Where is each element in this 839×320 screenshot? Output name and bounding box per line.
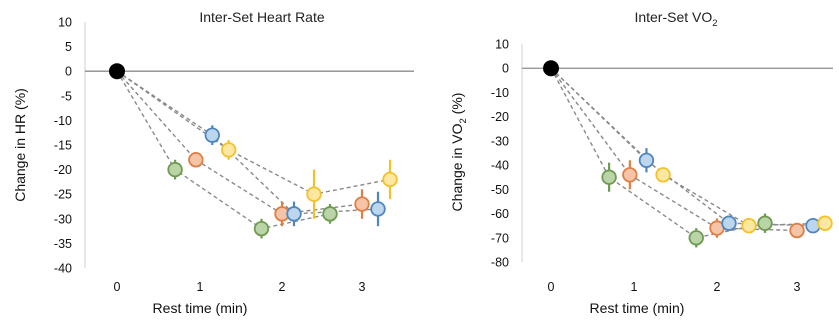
hr-data-point-orange (354, 196, 370, 212)
vo2-ylabel-main: Change in VO (449, 123, 465, 211)
hr-series-line-yellow (116, 70, 391, 195)
hr-series-line-blue (116, 70, 379, 215)
vo2-data-point-blue (721, 215, 737, 231)
vo2-chart: Inter-Set VO2 Change in VO2 (%) Rest tim… (449, 9, 833, 316)
vo2-data-point-yellow (817, 215, 833, 231)
vo2-data-point-green (757, 215, 773, 231)
vo2-chart-title: Inter-Set VO2 (634, 9, 717, 29)
hr-data-point-green (253, 220, 270, 237)
vo2-ylabel-unit: (%) (449, 93, 465, 119)
hr-x-tick-label: 3 (359, 280, 366, 294)
hr-series-line-orange (116, 70, 363, 215)
vo2-series-line-orange (550, 67, 798, 232)
hr-y-tick-label: -5 (61, 89, 72, 103)
hr-x-axis-label: Rest time (min) (153, 300, 248, 316)
vo2-y-tick-label: -60 (491, 207, 509, 221)
vo2-data-point-orange (622, 167, 638, 183)
vo2-y-tick-label: -50 (491, 183, 509, 197)
vo2-title-subscript: 2 (712, 18, 717, 29)
hr-x-tick-label: 0 (114, 280, 121, 294)
hr-y-tick-label: 5 (65, 40, 72, 54)
hr-data-point-yellow (220, 142, 237, 158)
hr-x-tick-label: 2 (279, 280, 286, 294)
vo2-y-tick-label: -20 (491, 110, 509, 124)
vo2-x-tick-label: 2 (714, 280, 721, 294)
vo2-y-tick-label: -30 (491, 134, 509, 148)
hr-y-tick-label: -25 (54, 188, 72, 202)
vo2-y-tick-label: 10 (495, 38, 509, 52)
vo2-data-point-yellow (655, 167, 671, 183)
vo2-data-point-orange (789, 222, 805, 239)
hr-chart: Inter-Set Heart Rate Change in HR (%) Re… (12, 9, 414, 316)
hr-data-point-yellow (382, 171, 398, 188)
hr-data-point-blue (370, 201, 386, 217)
hr-data-point-green (167, 161, 183, 178)
hr-chart-title: Inter-Set Heart Rate (199, 9, 324, 25)
hr-data-point-orange (188, 152, 204, 168)
vo2-series-line-yellow (550, 67, 826, 227)
hr-y-tick-label: -30 (54, 212, 72, 226)
hr-y-tick-label: -15 (54, 139, 72, 153)
vo2-ylabel-subscript: 2 (458, 118, 469, 123)
vo2-x-axis-label: Rest time (min) (590, 300, 685, 316)
hr-data-point-green (322, 206, 338, 222)
vo2-x-tick-label: 0 (548, 280, 555, 294)
hr-data-point-blue (204, 127, 221, 143)
vo2-x-tick-label: 1 (631, 280, 638, 294)
vo2-data-point-green (601, 169, 617, 185)
vo2-y-tick-label: -10 (491, 86, 509, 100)
hr-origin-point (109, 63, 125, 80)
vo2-y-tick-label: 0 (502, 62, 509, 76)
vo2-y-tick-label: -40 (491, 159, 509, 173)
hr-data-point-yellow (306, 186, 322, 202)
vo2-origin-point (543, 60, 559, 77)
vo2-y-tick-label: -80 (491, 256, 509, 270)
hr-y-axis-label: Change in HR (%) (12, 88, 28, 202)
vo2-data-point-green (688, 230, 704, 246)
hr-y-tick-label: 0 (65, 65, 72, 79)
vo2-x-tick-label: 3 (794, 280, 801, 294)
vo2-data-point-blue (638, 152, 655, 168)
hr-y-tick-label: -20 (54, 163, 72, 177)
vo2-y-axis-label: Change in VO2 (%) (449, 93, 469, 212)
vo2-series-line-green (550, 67, 766, 239)
hr-y-tick-label: -10 (54, 114, 72, 128)
vo2-title-main: Inter-Set VO (634, 9, 712, 25)
hr-y-tick-label: -40 (54, 262, 72, 276)
vo2-series-line-blue (550, 67, 814, 227)
hr-y-tick-label: -35 (54, 237, 72, 251)
hr-data-point-blue (286, 206, 302, 222)
hr-y-tick-label: 10 (58, 16, 72, 30)
hr-x-tick-label: 1 (197, 280, 204, 294)
vo2-data-point-yellow (741, 217, 757, 234)
vo2-y-tick-label: -70 (491, 231, 509, 245)
